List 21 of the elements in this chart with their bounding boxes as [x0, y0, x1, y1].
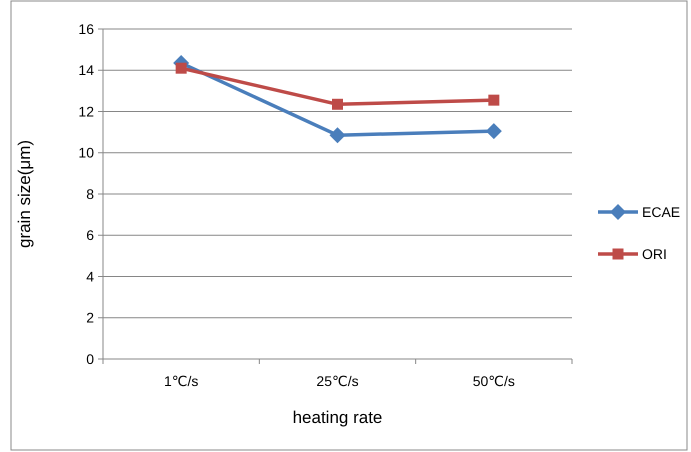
- point: [486, 123, 502, 140]
- y-tick-label: 10: [78, 144, 94, 161]
- y-tick-label: 14: [78, 62, 94, 78]
- y-tick-label: 0: [86, 350, 94, 367]
- y-tick-label: 4: [86, 268, 94, 284]
- x-axis-title: heating rate: [292, 408, 382, 427]
- legend-label: ORI: [642, 246, 667, 262]
- x-tick-label: 1℃/s: [164, 373, 198, 389]
- y-tick-label: 2: [86, 310, 94, 326]
- y-tick-label: 16: [78, 20, 94, 37]
- point: [330, 127, 346, 144]
- legend-label: ECAE: [642, 204, 680, 220]
- y-tick-label: 8: [86, 186, 94, 202]
- point: [332, 98, 343, 110]
- y-tick-label: 12: [78, 103, 94, 120]
- point: [176, 62, 187, 74]
- point: [488, 94, 500, 106]
- x-tick-label: 25℃/s: [316, 373, 359, 389]
- x-tick-label: 50℃/s: [472, 373, 515, 389]
- y-tick-label: 6: [86, 227, 94, 244]
- y-axis-title: grain size(μm): [15, 140, 34, 248]
